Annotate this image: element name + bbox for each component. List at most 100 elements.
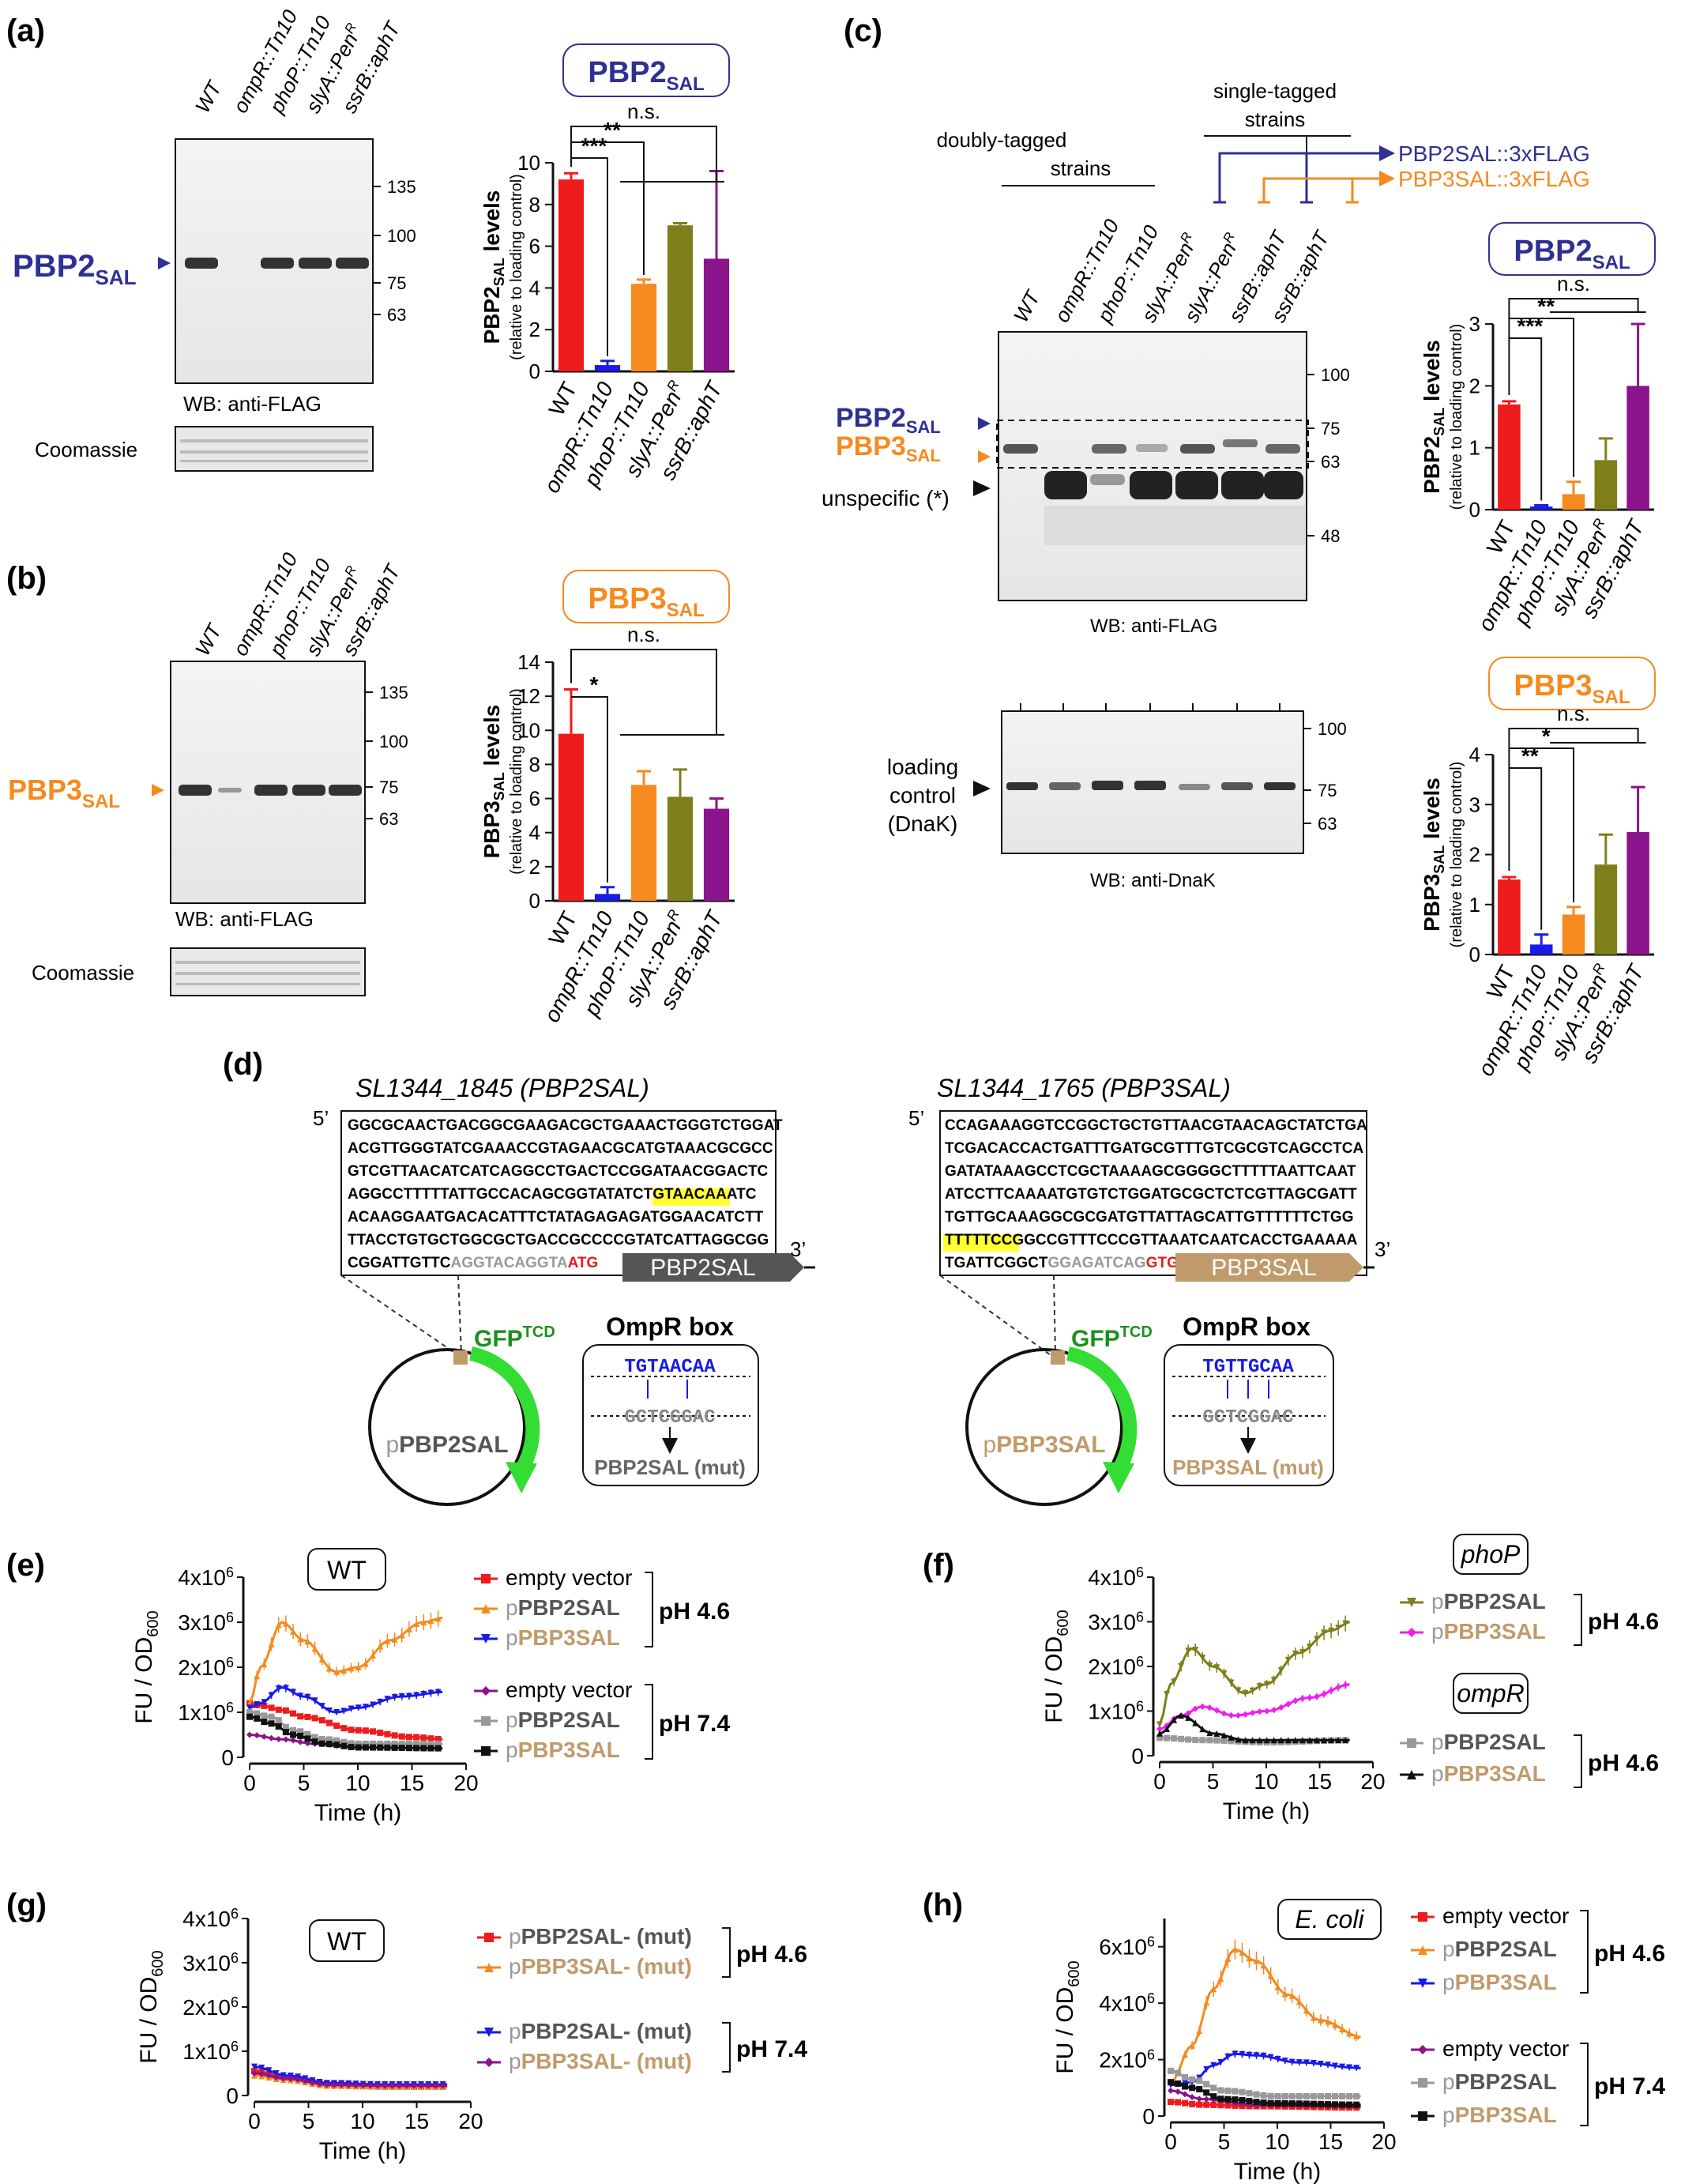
legend-item: pPBP3SAL [1400,1619,1546,1644]
svg-text:100: 100 [387,226,416,246]
y-axis-label: FU / OD600 [1052,1960,1083,2073]
legend-f: pPBP2SAL pPBP3SAL pPBP2SAL pPBP3SAL pH 4.6 pH… [1400,1589,1659,1788]
gene-title-2: SL1344_1765 (PBP3SAL) [937,1074,1231,1102]
ompr-box-mid-1: GCTCGGAC [624,1407,715,1429]
bar [667,796,694,901]
legend-label: pPBP2SAL- (mut) [509,1924,692,1949]
legend-item: pPBP2SAL [474,1595,620,1620]
protein-label-pbp2-a: PBP2SAL [13,249,137,289]
ompr-box-top-2: TGTTGCAA [1202,1357,1294,1378]
y-axis-label: FU / OD600 [1041,1610,1072,1723]
sequence-text-1: GGCGCAACTGACGGCGAAGACGCTGAAACTGGGTCTGGAT… [348,1117,783,1271]
y-tick-label: 12 [517,684,540,708]
significance-bracket [1509,767,1543,930]
gene-arrow-pbp2-label: PBP2SAL [650,1255,755,1281]
gene-arrow-pbp2 [622,1253,804,1282]
western-blot-b [170,661,366,904]
zoom-lines [340,1275,1056,1356]
sequence-line: TTACCTGTGCTGGCGCTGACCGCCCCGTATCATTAGGCGG [348,1232,769,1248]
legend-item: pPBP3SAL- (mut) [477,2049,692,2073]
x-axis-label: Time (h) [319,2138,407,2164]
legend-label: pPBP3SAL [1442,2103,1557,2127]
bar [558,733,585,901]
panel-label-h: (h) [923,1888,963,1922]
legend-label: empty vector [1442,2036,1569,2061]
ompr-box-highlight-2 [943,1234,1019,1252]
significance-bracket [570,649,717,735]
single-tagged-strains: strains [1245,107,1306,131]
single-tagged-label: single-tagged [1213,79,1337,103]
gfp-arrow-2 [1066,1346,1138,1474]
arrow-right-icon [1379,145,1395,161]
legend-bracket [722,2022,731,2073]
y-tick-label: 4 [529,276,540,299]
series-line [1168,2050,1361,2088]
sequence-line: TGATTCGGCTGGAGATCAGGTG [945,1255,1179,1271]
y-tick-label: 2x106 [1099,2047,1155,2073]
chart-title-box [562,570,730,623]
x-tick-label: 5 [298,1771,310,1795]
wb-label-c-flag: WB: anti-FLAG [1090,616,1217,637]
y-tick-label: 1 [1469,436,1480,460]
y-axis-sublabel: (relative to loading control) [508,688,525,875]
strain-box-phop [1453,1534,1529,1575]
ompr-box-highlight-1 [652,1188,730,1206]
x-tick-label: 20 [453,1771,478,1795]
strain-box-ecoli-label: E. coli [1295,1905,1364,1934]
y-axis-label: PBP3SAL levels [1420,778,1447,932]
legend-label: pPBP2SAL- (mut) [509,2019,692,2043]
svg-text:63: 63 [387,305,406,325]
wb-label-a: WB: anti-FLAG [183,392,322,416]
protein-label-pbp3-b: PBP3SAL [8,774,120,812]
legend-ph-label: pH 4.6 [1588,1609,1659,1635]
legend-item: empty vector [474,1678,632,1702]
bar [558,179,585,371]
y-tick-label: 4x106 [182,1906,239,1931]
loading-control-label: loading control (DnaK) [887,755,958,836]
y-tick-label: 0 [529,360,540,383]
y-tick-label: 1x106 [182,2039,239,2064]
y-tick-label: 0 [1469,943,1480,966]
lane-labels-b: WT ompR::Tn10 phoP::Tn10 slyA::PenR ssrB… [190,548,405,661]
legend-label: empty vector [506,1565,632,1590]
x-axis-label: Time (h) [314,1800,402,1826]
ompr-box-1 [582,1344,759,1486]
svg-text:63: 63 [1318,814,1337,834]
legend-ph-label: pH 4.6 [1594,1941,1665,1967]
svg-text:63: 63 [379,809,398,829]
x-tick-label: 15 [400,1771,424,1795]
bar [630,284,657,371]
y-tick-label: 8 [529,193,540,217]
legend-label: pPBP2SAL [1442,1937,1557,1961]
legend-ph-label: pH 4.6 [659,1598,730,1625]
legend-item: pPBP2SAL [1411,2069,1557,2094]
blot-bands-c-dnak [1006,781,1296,790]
legend-item: pPBP2SAL [1411,1937,1557,1961]
x-tick-label: 0 [1164,2129,1177,2154]
legend-e: empty vector pPBP2SAL pPBP3SAL empty vector… [474,1565,730,1762]
legend-item: pPBP3SAL [474,1738,620,1762]
lane-ticks-c-dnak [1020,703,1280,711]
band-arrow-icon [973,480,991,496]
gfp-arrow-head-icon [1103,1462,1134,1493]
coomassie-bands-a [180,439,368,462]
y-axis-label: PBP2SAL levels [479,190,507,345]
lane-label: WT [1009,285,1045,326]
significance-bracket [1509,337,1543,501]
mw-markers-a: 135 100 75 63 [373,177,416,325]
arrow-right-icon [1379,171,1395,186]
sequence-line: AGGCCTTTTTATTGCCACAGCGGTATATCTGTAACAAATC [348,1186,757,1203]
ompr-box-mut-2: PBP3SAL (mut) [1172,1455,1324,1479]
three-prime-2: 3’ [1375,1237,1390,1261]
coomassie-bands-b [175,961,360,985]
three-prime-1: 3’ [790,1237,806,1261]
x-axis-label: Time (h) [1234,2159,1322,2184]
bar [1562,494,1585,510]
gfp-label-1: GFPTCD [474,1324,555,1352]
strain-box-wt-e-label: WT [327,1556,367,1584]
ompr-box-title-1: OmpR box [606,1312,734,1341]
x-tick-label: 15 [1307,1769,1332,1794]
bar [1562,914,1585,955]
chart-title: PBP3SAL [588,582,704,621]
